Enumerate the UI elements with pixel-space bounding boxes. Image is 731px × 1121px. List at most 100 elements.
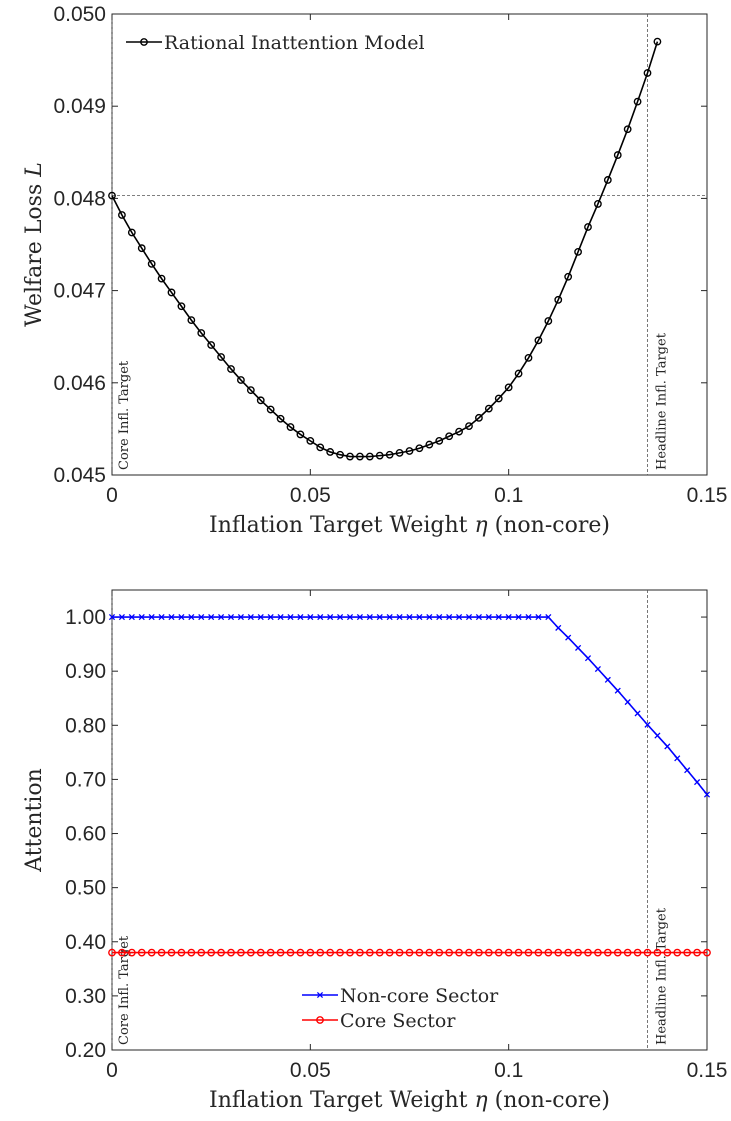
data-point [445, 948, 454, 957]
data-point [435, 948, 444, 957]
data-point [375, 451, 384, 460]
data-point [237, 948, 245, 957]
data-point [306, 436, 315, 445]
data-point [306, 948, 315, 957]
data-point [494, 394, 503, 403]
data-point [267, 613, 274, 621]
data-point [534, 336, 543, 345]
data-point [555, 624, 562, 631]
data-point [455, 427, 463, 436]
data-point [524, 948, 533, 957]
data-point [465, 422, 473, 431]
data-point [237, 613, 244, 621]
data-point [703, 791, 711, 798]
data-point [118, 613, 125, 621]
data-point [693, 948, 701, 957]
data-point [633, 948, 642, 957]
data-point [405, 948, 414, 957]
data-point [554, 948, 563, 957]
data-point [545, 613, 552, 621]
data-point [197, 948, 206, 957]
data-point [158, 613, 165, 621]
data-point [435, 436, 444, 445]
data-point [426, 613, 433, 621]
data-point [613, 151, 622, 159]
data-point [207, 948, 216, 957]
data-point [514, 948, 523, 957]
data-point [346, 452, 354, 461]
data-point [664, 743, 671, 750]
data-point [257, 613, 264, 621]
data-point [286, 948, 295, 957]
data-point [108, 191, 116, 200]
data-point [416, 613, 423, 621]
series-line [111, 41, 659, 458]
y-tick-label: 0.50 [65, 877, 106, 900]
data-point [654, 732, 661, 739]
data-point [643, 69, 652, 77]
data-point [624, 698, 631, 706]
data-point [446, 613, 453, 621]
data-point [515, 613, 522, 621]
x-tick-label: 0 [106, 484, 118, 507]
data-point [127, 228, 136, 237]
data-point [613, 948, 622, 957]
legend: Non-core Sector Core Sector [302, 985, 499, 1032]
data-point [405, 447, 414, 455]
data-point [316, 443, 325, 452]
data-point [108, 948, 116, 957]
data-point [425, 948, 434, 957]
legend: Rational Inattention Model [126, 32, 425, 54]
legend-entry: Rational Inattention Model [164, 32, 425, 54]
data-point [564, 948, 573, 957]
data-point [127, 948, 136, 957]
y-tick-label: 0.20 [65, 1039, 106, 1062]
y-tick-label: 0.30 [65, 985, 106, 1008]
data-point [376, 613, 383, 621]
data-point [187, 948, 196, 957]
y-axis-label: Attention [22, 768, 47, 873]
data-point [316, 948, 325, 957]
data-point [346, 613, 354, 621]
data-point [673, 948, 682, 957]
data-point [456, 613, 463, 621]
data-point [167, 288, 176, 297]
legend-entry: Core Sector [340, 1010, 456, 1032]
data-point [544, 317, 553, 325]
data-point [544, 948, 553, 957]
data-point [375, 948, 384, 957]
data-point [643, 948, 652, 957]
data-point [256, 396, 265, 405]
y-tick-label: 0.80 [65, 714, 106, 737]
welfare-plot: 0 0.05 0.1 0.15 0.045 0.046 0.047 0.048 0.049 0.0… [22, 3, 727, 538]
data-point [356, 613, 363, 621]
x-axis-label: Inflation Target Weight η (non-core) [209, 1088, 610, 1113]
data-point [227, 365, 235, 373]
data-point [683, 948, 692, 957]
data-point [286, 423, 295, 431]
data-point [365, 452, 374, 461]
data-point [118, 211, 126, 219]
legend-entry: Non-core Sector [340, 985, 499, 1007]
y-tick-label: 0.40 [65, 931, 106, 954]
data-point [138, 613, 145, 621]
x-tick-label: 0.15 [687, 484, 728, 507]
data-point [623, 948, 632, 957]
y-tick-label: 0.047 [53, 280, 106, 303]
y-tick-label: 0.048 [53, 187, 106, 210]
legend-marker [316, 1016, 324, 1024]
data-point [157, 948, 166, 957]
data-point [594, 948, 602, 957]
data-point [504, 948, 513, 957]
data-point [266, 948, 275, 957]
data-point [694, 779, 701, 786]
data-point [276, 948, 285, 957]
data-point [525, 613, 532, 621]
data-point [494, 948, 503, 957]
data-point [217, 353, 225, 361]
data-point [535, 613, 542, 621]
data-point [197, 329, 206, 337]
y-tick-label: 0.050 [53, 3, 106, 26]
data-point [297, 613, 304, 621]
data-point [188, 613, 195, 621]
